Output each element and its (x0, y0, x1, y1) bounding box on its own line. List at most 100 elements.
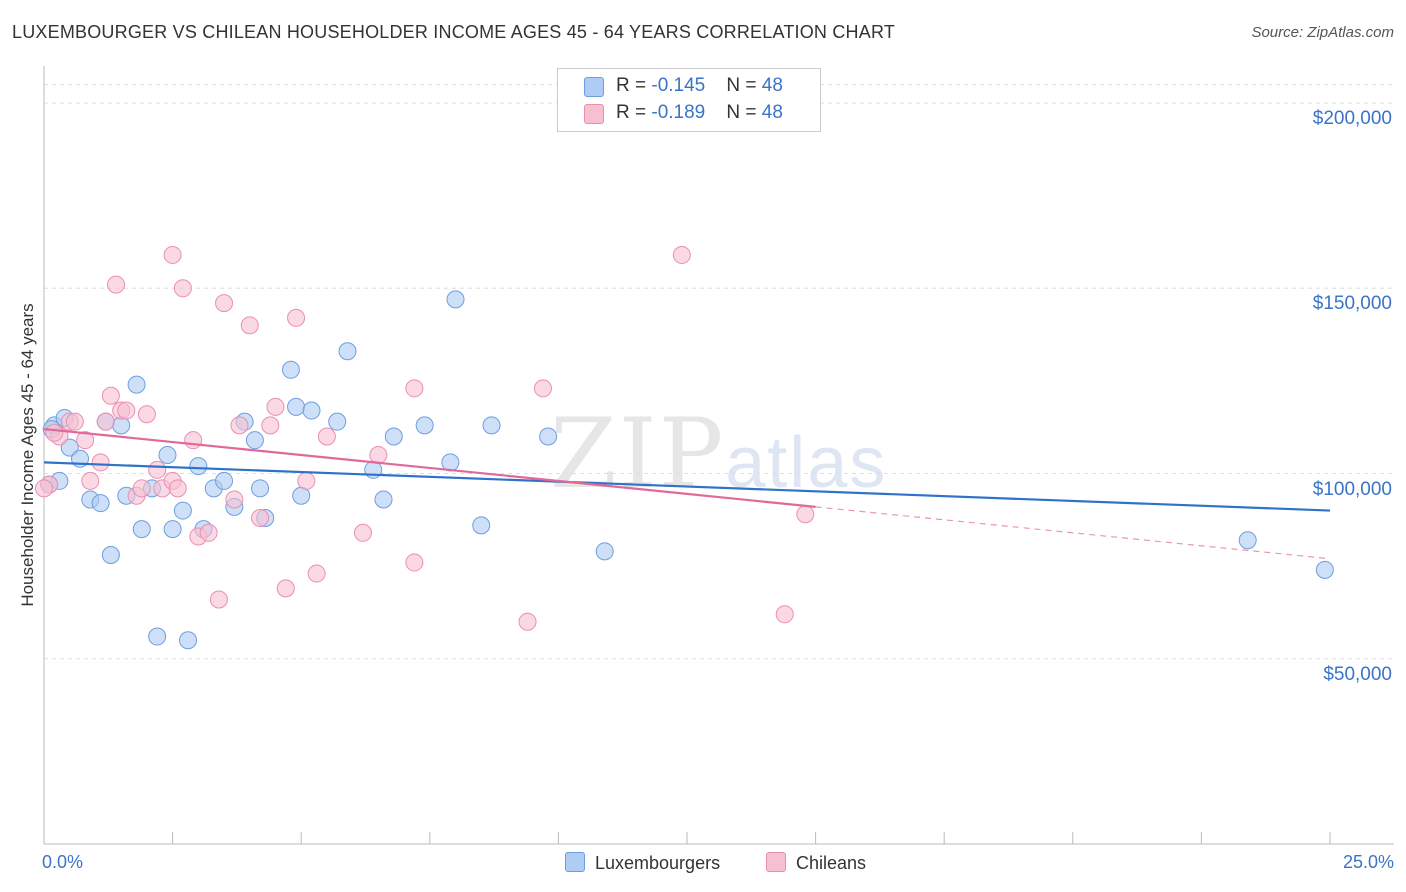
watermark: ZIPatlas (550, 398, 887, 510)
legend-swatch-chileans (584, 104, 604, 124)
x-tick-label-min: 0.0% (42, 852, 84, 872)
chilean-point (137, 405, 156, 424)
luxembourger-point (302, 401, 321, 420)
chilean-point (35, 479, 53, 498)
chilean-point (163, 245, 182, 264)
bottom-legend-label: Luxembourgers (595, 853, 721, 873)
chilean-point (297, 471, 316, 490)
chilean-point (672, 245, 691, 264)
chilean-point (266, 397, 285, 416)
luxembourger-point (446, 290, 465, 309)
chilean-point (317, 427, 336, 446)
luxembourger-point (245, 431, 264, 450)
luxembourger-point (1238, 531, 1257, 550)
luxembourger-point (374, 490, 393, 509)
chilean-point (518, 612, 537, 631)
chilean-point (287, 308, 306, 327)
chilean-point (369, 446, 388, 464)
luxembourger-point (281, 360, 300, 379)
luxembourger-point (287, 397, 306, 416)
chilean-point (215, 294, 234, 313)
luxembourger-point (384, 427, 403, 446)
bottom-legend-luxembourgers: Luxembourgers (565, 852, 720, 874)
chilean-point (132, 479, 151, 498)
luxembourger-point (148, 627, 167, 646)
chilean-point (168, 479, 187, 498)
chilean-point (117, 401, 136, 420)
luxembourger-point (251, 479, 270, 498)
chilean-point (148, 460, 167, 479)
chilean-point (107, 275, 126, 294)
legend-r-value: -0.189 (651, 102, 706, 123)
watermark-zip: ZIP (550, 398, 726, 510)
luxembourger-trend-line (43, 461, 1331, 512)
chilean-point (225, 490, 244, 509)
bottom-legend-label: Chileans (796, 853, 867, 873)
chilean-trend-extension (815, 506, 1331, 560)
chilean-point (76, 431, 95, 450)
chilean-point (251, 508, 270, 527)
chilean-point (45, 423, 64, 442)
chilean-point (261, 416, 280, 435)
luxembourger-point (595, 542, 614, 561)
chilean-point (775, 605, 794, 624)
x-tick-label-max: 25.0% (1342, 852, 1394, 872)
chilean-point (173, 279, 192, 298)
chilean-point (240, 316, 259, 335)
chilean-point (81, 471, 100, 490)
luxembourger-point (132, 520, 151, 539)
chilean-point (230, 416, 249, 435)
legend-r-label: R = (616, 102, 652, 123)
luxembourger-point (173, 501, 192, 520)
luxembourger-point (101, 546, 120, 565)
chilean-point (209, 590, 228, 609)
bottom-legend-swatch-luxembourgers (565, 852, 585, 872)
chilean-point (96, 412, 115, 431)
luxembourger-point (60, 438, 79, 457)
chilean-point (91, 453, 110, 472)
luxembourger-point (415, 416, 434, 435)
chilean-point (796, 505, 815, 524)
chilean-point (405, 553, 424, 572)
chilean-point (405, 379, 424, 398)
luxembourger-point (1315, 560, 1334, 579)
luxembourger-point (338, 342, 357, 361)
bottom-legend-swatch-chileans (766, 852, 786, 872)
y-tick-label: $100,000 (1312, 478, 1392, 500)
luxembourger-point (189, 457, 208, 476)
chilean-point (65, 412, 84, 431)
luxembourger-point (215, 471, 234, 490)
legend-swatch-luxembourgers (584, 77, 604, 97)
legend-n-value: 48 (761, 75, 783, 96)
luxembourger-point (179, 631, 198, 650)
chart-title: LUXEMBOURGER VS CHILEAN HOUSEHOLDER INCO… (12, 22, 896, 42)
chilean-point (276, 579, 295, 598)
y-tick-label: $150,000 (1312, 293, 1392, 315)
legend-n-label: N = (726, 102, 762, 123)
luxembourger-point (91, 494, 110, 513)
chilean-point (533, 379, 552, 398)
chilean-point (353, 523, 372, 542)
luxembourger-point (472, 516, 491, 535)
legend-n-value: 48 (761, 102, 783, 123)
legend-n-label: N = (726, 75, 762, 96)
bottom-legend-chileans: Chileans (766, 852, 866, 874)
luxembourger-point (163, 520, 182, 539)
luxembourger-point (328, 412, 347, 431)
luxembourger-point (158, 446, 177, 464)
legend-r-label: R = (616, 75, 652, 96)
chilean-trend-line (43, 427, 816, 508)
chilean-point (199, 523, 218, 542)
chilean-point (184, 431, 203, 450)
luxembourger-point (539, 427, 558, 446)
correlation-legend: R = -0.145 N = 48 R = -0.189 N = 48 (557, 68, 821, 132)
luxembourger-point (127, 375, 146, 394)
y-tick-label: $200,000 (1312, 108, 1392, 130)
chilean-point (101, 386, 120, 405)
chart-source: Source: ZipAtlas.com (1251, 24, 1394, 41)
chilean-point (307, 564, 326, 583)
y-tick-label: $50,000 (1323, 663, 1392, 685)
luxembourger-point (482, 416, 501, 435)
legend-r-value: -0.145 (651, 75, 706, 96)
